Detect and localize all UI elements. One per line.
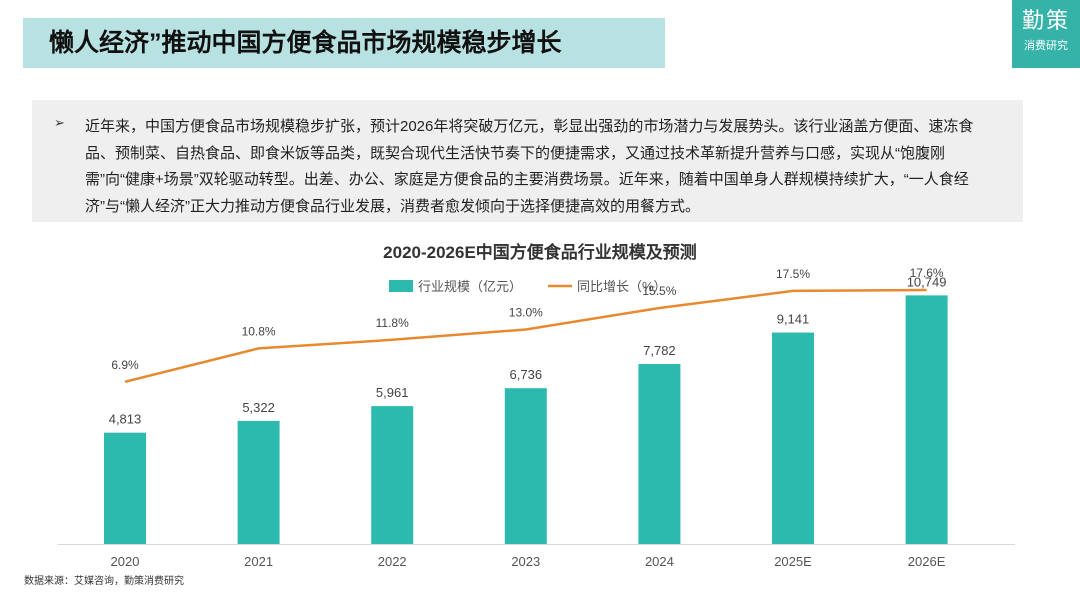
bar-value-label: 10,749 (907, 274, 947, 289)
growth-value-label: 10.8% (242, 324, 276, 338)
brand-logo: 勤策 消费研究 (1012, 0, 1080, 68)
bar-value-label: 7,782 (643, 343, 676, 358)
bar-value-label: 5,961 (376, 385, 409, 400)
bar-2026E (905, 295, 948, 544)
bar-2025E (772, 332, 814, 544)
x-tick-label: 2022 (378, 554, 407, 569)
summary-box: ➢ 近年来，中国方便食品市场规模稳步扩张，预计2026年将突破万亿元，彰显出强劲… (32, 100, 1023, 222)
x-tick-label: 2021 (244, 554, 273, 569)
brand-name: 勤策 (1021, 9, 1070, 34)
x-tick-label: 2024 (645, 554, 674, 569)
growth-value-label: 17.5% (776, 267, 810, 281)
summary-text: 近年来，中国方便食品市场规模稳步扩张，预计2026年将突破万亿元，彰显出强劲的市… (85, 118, 974, 215)
bar-2021 (237, 420, 280, 544)
bar-2023 (504, 388, 547, 544)
bar-value-label: 5,322 (242, 400, 275, 415)
chart-title: 2020-2026E中国方便食品行业规模及预测 (383, 242, 697, 262)
bar-value-label: 4,813 (109, 412, 142, 427)
growth-value-label: 15.5% (642, 284, 676, 298)
x-tick-label: 2025E (774, 554, 812, 569)
bar-2024 (638, 363, 681, 544)
bar-2022 (371, 406, 414, 544)
legend-line-label: 同比增长（%） (577, 279, 667, 294)
title-banner: 懒人经济”推动中国方便食品市场规模稳步增长 (23, 18, 665, 68)
x-tick-label: 2023 (511, 554, 540, 569)
legend-bar-label: 行业规模（亿元） (418, 279, 522, 294)
growth-value-label: 11.8% (376, 316, 409, 330)
brand-subtitle: 消费研究 (1024, 40, 1068, 52)
bar-2020 (104, 432, 146, 544)
x-tick-label: 2020 (111, 554, 140, 569)
bar-value-label: 6,736 (510, 367, 543, 382)
bar-value-label: 9,141 (777, 312, 810, 327)
growth-value-label: 6.9% (111, 358, 139, 372)
bullet-arrow-icon: ➢ (54, 115, 65, 130)
growth-value-label: 13.0% (509, 305, 543, 319)
x-tick-label: 2026E (908, 554, 946, 569)
legend-bar-swatch (389, 280, 413, 292)
growth-line (124, 288, 927, 384)
data-source: 数据来源：艾媒咨询，勤策消费研究 (24, 576, 184, 587)
growth-value-label: 17.6% (910, 266, 944, 280)
page-title: 懒人经济”推动中国方便食品市场规模稳步增长 (49, 29, 562, 57)
